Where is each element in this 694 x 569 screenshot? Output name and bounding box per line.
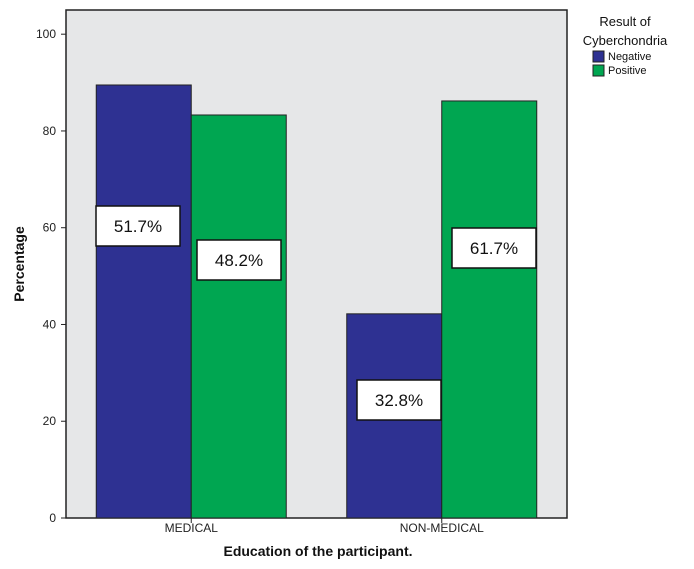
y-tick-label: 0 xyxy=(49,511,56,525)
data-label: 32.8% xyxy=(356,379,442,421)
data-label-box xyxy=(451,227,537,269)
bar-positive xyxy=(190,114,287,519)
legend-title-line-2: Cyberchondria xyxy=(583,33,668,48)
legend-label: Negative xyxy=(608,51,651,63)
data-label-box xyxy=(356,379,442,421)
data-label-text: 32.8% xyxy=(375,391,423,410)
y-axis: 0 20 40 60 80 100 xyxy=(36,27,66,525)
legend-swatch xyxy=(592,64,605,77)
x-axis-title: Education of the participant. xyxy=(223,543,412,559)
legend: Result of Cyberchondria Negative Positive xyxy=(583,14,668,77)
data-label-text: 51.7% xyxy=(114,217,162,236)
y-axis-title: Percentage xyxy=(11,226,27,302)
data-label-text: 61.7% xyxy=(470,239,518,258)
y-tick-label: 80 xyxy=(43,124,57,138)
x-tick-label: NON-MEDICAL xyxy=(400,521,484,535)
x-tick-label: MEDICAL xyxy=(165,521,219,535)
legend-swatch xyxy=(592,50,605,63)
bar-positive xyxy=(441,100,538,519)
data-label: 48.2% xyxy=(196,239,282,281)
bars xyxy=(95,84,538,519)
y-tick-label: 60 xyxy=(43,221,57,235)
data-label-text: 48.2% xyxy=(215,251,263,270)
data-label-box xyxy=(95,205,181,247)
data-labels: 51.7% 32.8% 48.2% 61.7% xyxy=(95,205,537,421)
y-tick-label: 40 xyxy=(43,317,57,331)
data-label: 61.7% xyxy=(451,227,537,269)
data-label-box xyxy=(196,239,282,281)
x-axis: MEDICAL NON-MEDICAL xyxy=(165,518,484,535)
y-tick-label: 100 xyxy=(36,27,56,41)
y-tick-label: 20 xyxy=(43,414,57,428)
legend-title-line-1: Result of xyxy=(599,14,651,29)
bar-negative xyxy=(95,84,192,519)
data-label: 51.7% xyxy=(95,205,181,247)
legend-label: Positive xyxy=(608,65,647,77)
